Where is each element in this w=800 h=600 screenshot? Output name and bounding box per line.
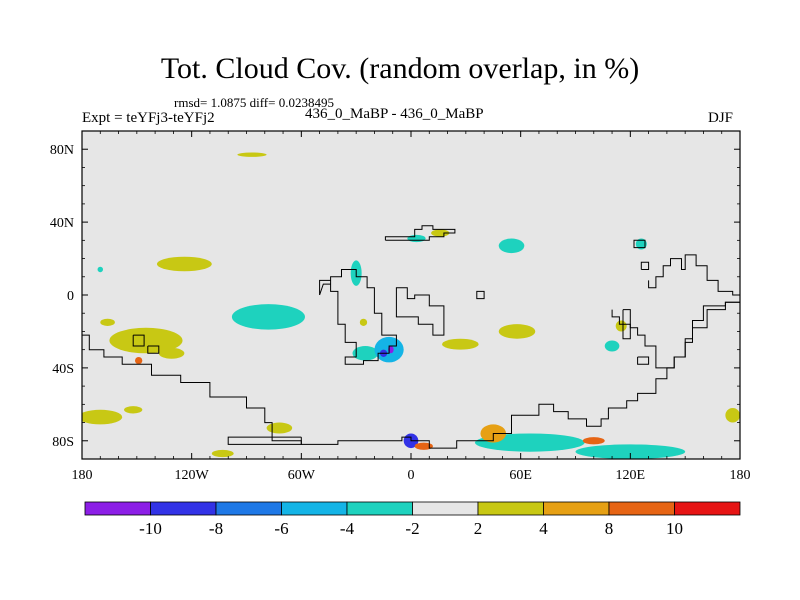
anomaly-patch bbox=[124, 406, 143, 414]
coastline bbox=[476, 290, 485, 300]
coastline bbox=[395, 287, 445, 336]
colorbar-box bbox=[412, 501, 479, 516]
colorbar-box bbox=[477, 501, 544, 516]
x-tick-label: 180 bbox=[72, 468, 93, 483]
coastline bbox=[147, 345, 160, 354]
anomaly-patch bbox=[582, 437, 605, 445]
anomaly-patch bbox=[352, 346, 379, 361]
colorbar-box bbox=[150, 501, 217, 516]
anomaly-patch bbox=[407, 234, 426, 243]
anomaly-patch bbox=[442, 338, 479, 350]
anomaly-patch bbox=[725, 407, 740, 423]
anomaly-patch bbox=[135, 356, 143, 365]
anomaly-patch bbox=[237, 152, 267, 157]
anomaly-patch bbox=[109, 327, 183, 354]
x-tick-label: 120W bbox=[175, 468, 210, 483]
anomaly-patch bbox=[82, 409, 123, 425]
colorbar-box bbox=[543, 501, 610, 516]
coastline bbox=[622, 309, 631, 340]
coastline bbox=[633, 239, 646, 249]
colorbar-label: -4 bbox=[340, 519, 355, 538]
coastline bbox=[611, 301, 740, 369]
anomaly-patch bbox=[158, 347, 185, 359]
stats-label: rmsd= 1.0875 diff= 0.0238495 bbox=[174, 95, 334, 110]
coastline bbox=[640, 261, 650, 270]
anomaly-patch bbox=[97, 266, 104, 273]
coastline bbox=[637, 356, 650, 365]
y-tick-label: 80N bbox=[50, 143, 74, 158]
anomaly-patch bbox=[604, 340, 620, 352]
colorbar-box bbox=[674, 501, 741, 516]
anomaly-patch bbox=[431, 229, 450, 237]
colorbar-label: -10 bbox=[139, 519, 162, 538]
anomaly-patch bbox=[231, 304, 305, 330]
colorbar-label: 4 bbox=[539, 519, 548, 538]
anomaly-patch bbox=[498, 324, 536, 339]
chart-subtitle: 436_0_MaBP - 436_0_MaBP bbox=[305, 106, 484, 122]
anomaly-patch bbox=[575, 444, 686, 459]
y-tick-label: 0 bbox=[67, 289, 74, 304]
colorbar: -10 -8 -6 -4 -2 2 4 8 10 bbox=[84, 501, 741, 538]
coastline-layer bbox=[82, 225, 740, 449]
anomaly-patch bbox=[635, 238, 647, 250]
x-axis: 180 120W 60W 0 60E 120E 180 bbox=[72, 131, 751, 483]
colorbar-label: 10 bbox=[666, 519, 683, 538]
experiment-label: Expt = teYFj3-teYFj2 bbox=[82, 110, 215, 126]
anomaly-patch bbox=[414, 442, 433, 450]
y-tick-label: 40S bbox=[52, 362, 74, 377]
colorbar-box bbox=[281, 501, 348, 516]
x-tick-label: 180 bbox=[730, 468, 751, 483]
y-tick-label: 80S bbox=[52, 435, 74, 450]
colorbar-label: -8 bbox=[209, 519, 223, 538]
colorbar-box bbox=[346, 501, 413, 516]
y-axis: 80N 40N 0 40S 80S bbox=[50, 130, 740, 460]
anomaly-patch bbox=[359, 318, 368, 326]
colorbar-label: -2 bbox=[405, 519, 419, 538]
coastline bbox=[648, 254, 740, 296]
plot-background bbox=[82, 131, 740, 459]
colorbar-label: 8 bbox=[605, 519, 614, 538]
colorbar-label: -6 bbox=[274, 519, 288, 538]
anomaly-patch bbox=[498, 238, 525, 254]
season-label: DJF bbox=[708, 110, 734, 126]
coastline bbox=[227, 436, 302, 445]
x-tick-label: 0 bbox=[408, 468, 415, 483]
x-tick-label: 60E bbox=[509, 468, 532, 483]
x-tick-label: 60W bbox=[288, 468, 316, 483]
colorbar-box bbox=[215, 501, 282, 516]
x-tick-label: 120E bbox=[616, 468, 646, 483]
anomaly-patch bbox=[615, 320, 627, 332]
coastline bbox=[319, 269, 397, 365]
anomaly-patch bbox=[266, 422, 293, 434]
anomaly-patch bbox=[211, 449, 234, 458]
colorbar-box bbox=[84, 501, 151, 516]
anomaly-patch bbox=[100, 318, 115, 326]
coastline bbox=[384, 225, 456, 241]
chart-title: Tot. Cloud Cov. (random overlap, in %) bbox=[160, 52, 640, 85]
anomaly-patch bbox=[156, 256, 212, 272]
colorbar-box bbox=[608, 501, 675, 516]
y-tick-label: 40N bbox=[50, 216, 74, 231]
coastline bbox=[132, 334, 145, 347]
colorbar-label: 2 bbox=[474, 519, 483, 538]
